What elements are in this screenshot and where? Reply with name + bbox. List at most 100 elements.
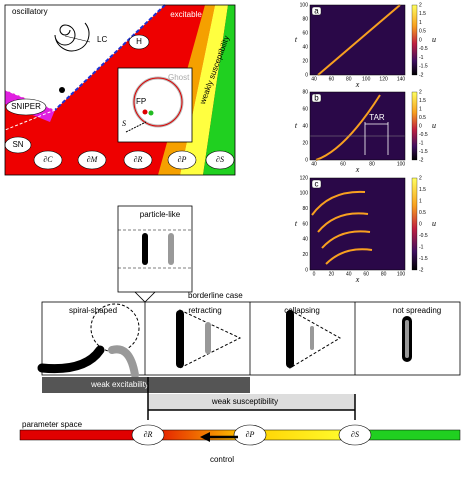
inset: Ghost FP S bbox=[118, 68, 192, 142]
colorbar-tick-label: 0 bbox=[419, 123, 422, 129]
boundary-label: ∂C bbox=[43, 155, 53, 164]
x-tick-label: 120 bbox=[379, 76, 388, 82]
x-tick-label: 0 bbox=[313, 271, 316, 277]
borderline-label: borderline case bbox=[188, 291, 243, 300]
y-tick-label: 80 bbox=[302, 89, 308, 95]
boundary-label: ∂S bbox=[216, 155, 224, 164]
annotation: TAR bbox=[369, 113, 385, 122]
boundary-label: ∂S bbox=[351, 430, 359, 439]
panel-label: collapsing bbox=[284, 306, 320, 315]
boundary-label: ∂P bbox=[178, 155, 187, 164]
boundary-label: ∂M bbox=[87, 155, 99, 164]
colorbar bbox=[412, 5, 417, 75]
y-axis-label: t bbox=[295, 35, 298, 44]
colorbar-tick-label: 1.5 bbox=[419, 187, 426, 193]
colorbar-tick-label: -1.5 bbox=[419, 149, 428, 155]
callout-pointer bbox=[135, 292, 155, 302]
inset-label: Ghost bbox=[168, 73, 190, 82]
x-tick-label: 100 bbox=[397, 271, 406, 277]
colorbar-tick-label: 1 bbox=[419, 106, 422, 112]
colorbar-label: u bbox=[432, 35, 436, 44]
point-label: SN bbox=[12, 140, 23, 149]
wave-segment bbox=[142, 233, 148, 265]
colorbar bbox=[412, 92, 417, 160]
x-tick-label: 80 bbox=[346, 76, 352, 82]
y-tick-label: 0 bbox=[305, 267, 308, 273]
x-tick-label: 100 bbox=[362, 76, 371, 82]
x-tick-label: 40 bbox=[346, 271, 352, 277]
y-tick-label: 80 bbox=[302, 206, 308, 212]
colorbar-tick-label: 1.5 bbox=[419, 98, 426, 104]
colorbar-tick-label: 1.5 bbox=[419, 11, 426, 17]
inset-label: FP bbox=[136, 97, 146, 106]
colorbar-tick-label: 1 bbox=[419, 198, 422, 204]
y-axis-label: t bbox=[295, 219, 298, 228]
point bbox=[59, 87, 65, 93]
colorbar-tick-label: -0.5 bbox=[419, 46, 428, 52]
colorbar-tick-label: -1.5 bbox=[419, 64, 428, 70]
y-tick-label: 20 bbox=[302, 58, 308, 64]
phase-diagram: oscillatory LC H excitable weakly suscep… bbox=[5, 5, 235, 175]
y-tick-label: 20 bbox=[302, 252, 308, 258]
x-tick-label: 20 bbox=[329, 271, 335, 277]
colorbar bbox=[412, 178, 417, 270]
colorbar-label: u bbox=[432, 121, 436, 130]
panel-label: spiral-shaped bbox=[69, 306, 117, 315]
y-tick-label: 100 bbox=[300, 2, 309, 8]
x-tick-label: 40 bbox=[311, 161, 317, 167]
y-tick-label: 100 bbox=[300, 191, 309, 197]
y-tick-label: 0 bbox=[305, 157, 308, 163]
colorbar-tick-label: 0.5 bbox=[419, 115, 426, 121]
heatmaps: TAR a02040608010040608010012014021.510.5… bbox=[295, 2, 436, 284]
colorbar-tick-label: -1.5 bbox=[419, 256, 428, 262]
colorbar-tick-label: 2 bbox=[419, 2, 422, 8]
colorbar-tick-label: -0.5 bbox=[419, 132, 428, 138]
x-tick-label: 60 bbox=[340, 161, 346, 167]
x-axis-label: x bbox=[355, 165, 360, 174]
panel-label: retracting bbox=[188, 306, 221, 315]
colorbar-tick-label: -2 bbox=[419, 267, 424, 273]
wave-segment bbox=[205, 322, 211, 354]
point-label: H bbox=[136, 37, 142, 46]
colorbar-tick-label: -1 bbox=[419, 244, 424, 250]
y-tick-label: 120 bbox=[300, 175, 309, 181]
colorbar-tick-label: 2 bbox=[419, 89, 422, 95]
colorbar-tick-label: 1 bbox=[419, 20, 422, 26]
colorbar-tick-label: 0 bbox=[419, 37, 422, 43]
figure: oscillatory LC H excitable weakly suscep… bbox=[0, 0, 472, 472]
fixed-point bbox=[143, 110, 148, 115]
y-tick-label: 40 bbox=[302, 123, 308, 129]
range-label: weak excitability bbox=[90, 380, 149, 389]
parameter-label: parameter space bbox=[22, 420, 83, 429]
boundary-label: ∂R bbox=[144, 430, 153, 439]
wave-segment bbox=[176, 310, 184, 368]
colorbar-tick-label: -1 bbox=[419, 140, 424, 146]
parameter-space: parameter space ∂R ∂P ∂S control bbox=[20, 420, 460, 464]
wave-segment bbox=[405, 320, 409, 358]
x-tick-label: 100 bbox=[397, 161, 406, 167]
callout-label: particle-like bbox=[140, 210, 181, 219]
panel-label: not spreading bbox=[393, 306, 441, 315]
y-tick-label: 20 bbox=[302, 140, 308, 146]
y-tick-label: 60 bbox=[302, 221, 308, 227]
panel-label: c bbox=[315, 180, 319, 189]
wave-segment bbox=[168, 233, 174, 265]
wave-segment bbox=[310, 326, 314, 350]
control-label: control bbox=[210, 455, 234, 464]
x-axis-label: x bbox=[355, 80, 360, 89]
y-tick-label: 0 bbox=[305, 72, 308, 78]
colorbar-tick-label: 0 bbox=[419, 221, 422, 227]
panel-label: a bbox=[314, 7, 319, 16]
point-label: SNIPER bbox=[11, 102, 41, 111]
colorbar-tick-label: -1 bbox=[419, 55, 424, 61]
y-tick-label: 60 bbox=[302, 30, 308, 36]
region-label: oscillatory bbox=[12, 7, 48, 16]
x-tick-label: 80 bbox=[381, 271, 387, 277]
inset-label: S bbox=[122, 119, 126, 128]
y-tick-label: 80 bbox=[302, 16, 308, 22]
y-tick-label: 40 bbox=[302, 237, 308, 243]
boundary-label: ∂P bbox=[246, 430, 255, 439]
panel-label: b bbox=[314, 94, 319, 103]
boundary-label: ∂R bbox=[134, 155, 143, 164]
colorbar-tick-label: -0.5 bbox=[419, 233, 428, 239]
